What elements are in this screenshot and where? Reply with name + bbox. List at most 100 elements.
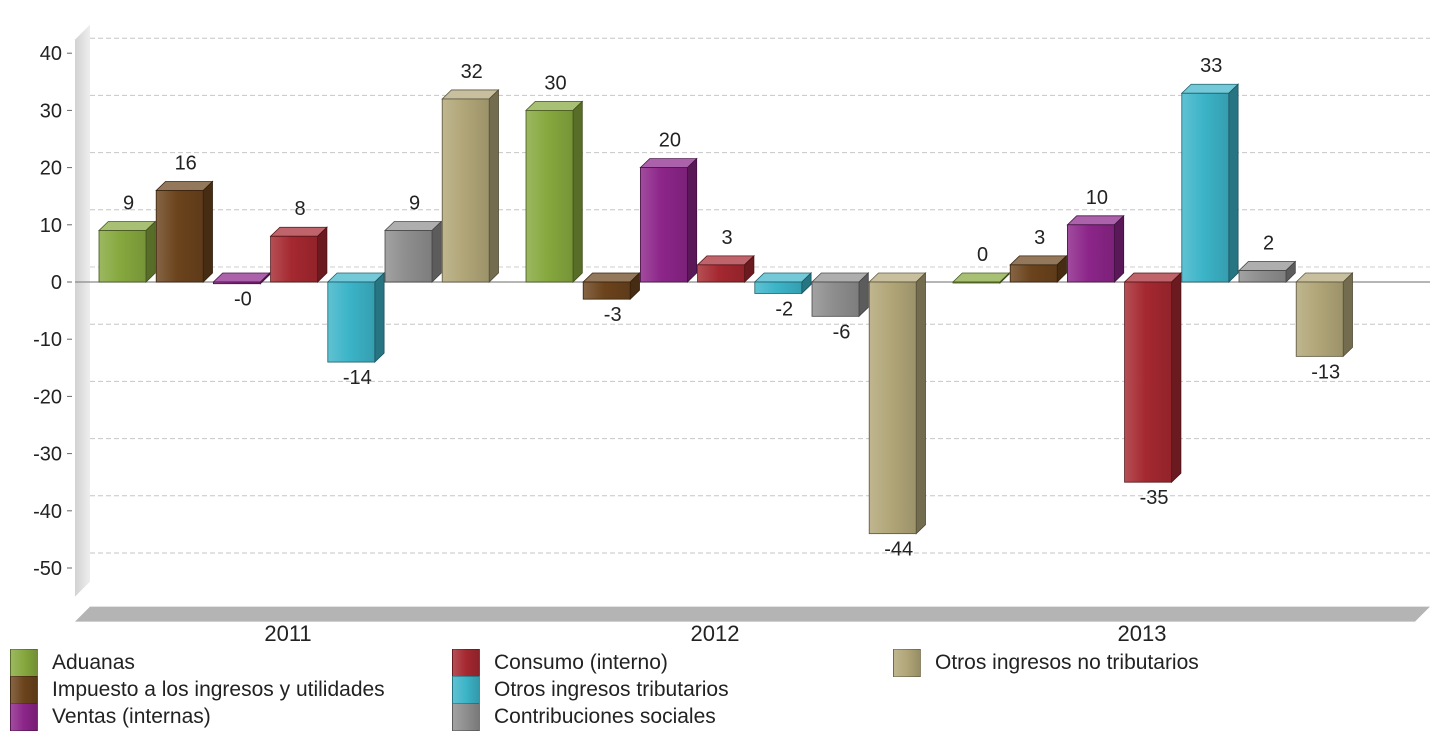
- data-label: 16: [175, 152, 197, 174]
- x-axis-ticks: 2011 2012 2013: [264, 621, 1166, 646]
- bar: [1009, 254, 1068, 283]
- legend-item: Otros ingresos no tributarios: [893, 648, 1199, 678]
- data-label: 9: [123, 193, 134, 215]
- bar: [326, 272, 386, 364]
- bar: [582, 272, 641, 301]
- y-tick-label: -50: [33, 558, 62, 580]
- bar: [868, 272, 927, 535]
- legend: Aduanas Impuesto a los ingresos y utilida…: [0, 648, 1430, 736]
- x-tick-label: 2013: [1118, 621, 1167, 646]
- bar-front-face: [868, 281, 917, 535]
- data-label: -6: [833, 321, 851, 343]
- legend-swatch: [893, 649, 921, 677]
- legend-swatch: [10, 649, 38, 677]
- bar: [525, 100, 584, 283]
- bar-front-face: [98, 230, 147, 283]
- legend-label: Ventas (internas): [52, 705, 211, 728]
- data-label: 3: [722, 227, 733, 249]
- x-tick-label: 2012: [691, 621, 740, 646]
- y-tick-label: 30: [40, 100, 62, 122]
- bar-side-face: [1342, 272, 1353, 358]
- y-tick-label: 20: [40, 158, 62, 180]
- data-label: -35: [1140, 487, 1169, 509]
- bar: [269, 226, 328, 283]
- bar-front-face: [1009, 264, 1058, 283]
- data-label: -0: [234, 289, 252, 311]
- bar-side-face: [687, 157, 698, 283]
- legend-swatch: [452, 676, 480, 704]
- bar-front-face: [952, 281, 1001, 284]
- data-label: -13: [1311, 361, 1340, 383]
- legend-label: Impuesto a los ingresos y utilidades: [52, 678, 385, 701]
- x-tick-label: 2011: [264, 621, 311, 646]
- bar: [98, 220, 157, 283]
- floor: [75, 606, 1430, 622]
- data-label: 3: [1034, 227, 1045, 249]
- bar: [696, 254, 755, 283]
- data-label: 32: [461, 61, 483, 83]
- bar: [212, 272, 271, 285]
- bar-front-face: [270, 235, 319, 283]
- bar-front-face: [1124, 281, 1172, 483]
- bar: [384, 220, 443, 283]
- bar-side-face: [915, 272, 926, 535]
- bar: [811, 272, 870, 318]
- bar: [441, 89, 500, 283]
- side-wall: [75, 24, 90, 597]
- data-label: 20: [659, 130, 681, 152]
- bar-front-face: [327, 281, 376, 363]
- bar: [1238, 260, 1297, 283]
- legend-swatch: [10, 703, 38, 731]
- bar-side-face: [145, 220, 156, 283]
- y-tick-label: -10: [33, 329, 62, 351]
- legend-item: Impuesto a los ingresos y utilidades: [10, 675, 385, 705]
- bar-front-face: [155, 190, 204, 283]
- data-label: -2: [775, 298, 793, 320]
- bar-side-face: [374, 272, 385, 364]
- legend-label: Consumo (interno): [494, 651, 668, 674]
- legend-item: Otros ingresos tributarios: [452, 675, 729, 705]
- bar: [155, 180, 214, 283]
- bar-front-face: [441, 98, 490, 283]
- data-labels: 9 16 -0 8 -14 9 32 30 -3 20 3 -2 -6 -44 0 3 10 -35 33 2 -13: [123, 55, 1340, 560]
- legend-swatch: [452, 703, 480, 731]
- legend-item: Contribuciones sociales: [452, 702, 716, 732]
- bar-side-face: [572, 100, 583, 283]
- bar-side-face: [202, 180, 213, 283]
- bar-front-face: [384, 230, 433, 283]
- data-label: -44: [884, 539, 913, 561]
- legend-label: Aduanas: [52, 651, 135, 674]
- bar-front-face: [212, 281, 261, 285]
- data-label: 2: [1263, 233, 1274, 255]
- legend-swatch: [10, 676, 38, 704]
- bar-front-face: [1295, 281, 1344, 357]
- bar: [1066, 214, 1125, 283]
- bar-side-face: [317, 226, 328, 283]
- y-tick-label: 40: [40, 43, 62, 65]
- bar-side-face: [431, 220, 442, 283]
- data-label: 30: [544, 72, 566, 94]
- bars: [98, 83, 1354, 535]
- bar-front-face: [697, 264, 745, 283]
- data-label: 0: [977, 244, 988, 266]
- bar: [952, 272, 1011, 284]
- legend-label: Contribuciones sociales: [494, 705, 716, 728]
- bar-front-face: [811, 281, 860, 317]
- y-tick-label: -40: [33, 501, 62, 523]
- bar-front-face: [1067, 224, 1115, 283]
- data-label: -3: [604, 304, 622, 326]
- bar-front-face: [582, 281, 631, 300]
- data-label: 8: [295, 198, 306, 220]
- bar-side-face: [1171, 272, 1182, 484]
- legend-label: Otros ingresos no tributarios: [935, 651, 1199, 674]
- data-label: 10: [1086, 187, 1108, 209]
- y-tick-label: -30: [33, 444, 62, 466]
- bar: [1295, 272, 1354, 358]
- chart-walls: [75, 24, 1430, 622]
- legend-label: Otros ingresos tributarios: [494, 678, 729, 701]
- bar-side-face: [1228, 83, 1239, 283]
- y-tick-label: 0: [51, 272, 62, 294]
- bar-front-face: [754, 281, 803, 294]
